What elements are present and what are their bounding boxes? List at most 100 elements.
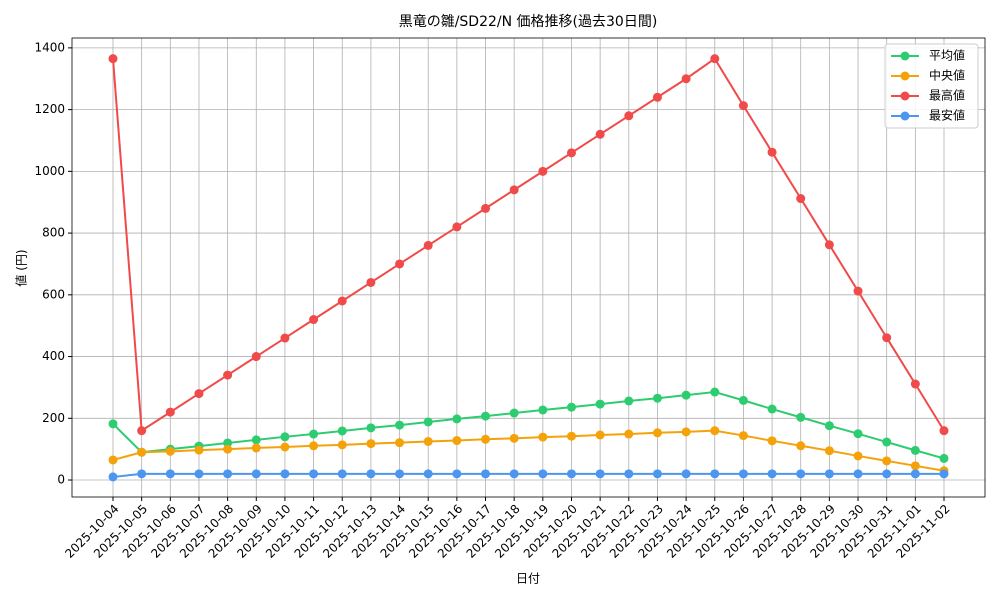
data-point (824, 469, 834, 479)
y-axis-label: 値 (円) (14, 249, 29, 286)
data-point (423, 240, 433, 250)
data-point (853, 451, 863, 461)
data-point (280, 333, 290, 343)
series-line (112, 57, 945, 433)
data-point (652, 393, 662, 403)
data-point (910, 445, 920, 455)
data-point (165, 407, 175, 417)
data-point (108, 455, 118, 465)
legend-marker (900, 91, 910, 101)
series-line (112, 429, 945, 472)
data-point (681, 74, 691, 84)
data-point (538, 469, 548, 479)
data-point (939, 426, 949, 436)
data-point (882, 469, 892, 479)
legend-marker (900, 111, 910, 121)
data-point (366, 469, 376, 479)
data-point (882, 456, 892, 466)
plot-frame (71, 37, 986, 498)
data-point (796, 469, 806, 479)
data-point (710, 469, 720, 479)
legend-marker (900, 71, 910, 81)
data-point (509, 408, 519, 418)
data-point (509, 433, 519, 443)
data-point (280, 432, 290, 442)
data-point (309, 429, 319, 439)
y-tick-label: 1400 (34, 40, 65, 54)
data-point (223, 469, 233, 479)
data-point (652, 469, 662, 479)
data-point (796, 441, 806, 451)
data-point (538, 166, 548, 176)
data-point (223, 438, 233, 448)
data-point (366, 439, 376, 449)
data-point (452, 469, 462, 479)
chart-title: 黒竜の雛/SD22/N 価格推移(過去30日間) (399, 13, 658, 30)
data-point (423, 436, 433, 446)
data-point (366, 423, 376, 433)
series-line (112, 472, 944, 478)
data-point (566, 431, 576, 441)
data-point (423, 417, 433, 427)
data-point (624, 469, 634, 479)
data-point (137, 469, 147, 479)
data-point (595, 399, 605, 409)
data-point (853, 469, 863, 479)
data-point (566, 148, 576, 158)
y-tick-label: 600 (42, 287, 65, 301)
data-point (910, 379, 920, 389)
data-point (767, 404, 777, 414)
data-point (910, 469, 920, 479)
data-point (624, 429, 634, 439)
data-point (710, 426, 720, 436)
data-point (108, 419, 118, 429)
y-tick-label: 200 (42, 411, 65, 425)
y-tick-label: 1200 (34, 102, 65, 116)
data-point (337, 469, 347, 479)
data-point (509, 469, 519, 479)
data-point (309, 315, 319, 325)
data-point (280, 469, 290, 479)
data-point (595, 469, 605, 479)
data-point (481, 203, 491, 213)
data-point (566, 469, 576, 479)
data-point (710, 54, 720, 64)
data-point (939, 453, 949, 463)
data-point (108, 472, 118, 482)
data-point (681, 427, 691, 437)
data-point (624, 396, 634, 406)
data-point (165, 446, 175, 456)
data-point (738, 469, 748, 479)
data-point (767, 469, 777, 479)
data-point (481, 434, 491, 444)
data-point (309, 469, 319, 479)
data-point (738, 395, 748, 405)
data-point (939, 469, 949, 479)
data-point (538, 432, 548, 442)
data-point (223, 370, 233, 380)
data-point (853, 429, 863, 439)
y-tick-label: 800 (42, 226, 65, 240)
data-point (652, 428, 662, 438)
data-point (824, 240, 834, 250)
data-point (796, 194, 806, 204)
data-point (882, 333, 892, 343)
data-point (251, 469, 261, 479)
data-point (767, 436, 777, 446)
y-tick-label: 0 (57, 473, 65, 487)
data-point (624, 111, 634, 121)
data-point (137, 447, 147, 457)
data-point (538, 405, 548, 415)
data-point (194, 445, 204, 455)
series-line (112, 391, 945, 460)
data-point (194, 469, 204, 479)
legend-label: 最高値 (929, 88, 965, 103)
y-tick-label: 400 (42, 349, 65, 363)
legend-label: 最安値 (929, 108, 965, 123)
data-point (910, 461, 920, 471)
data-point (595, 430, 605, 440)
data-point (481, 469, 491, 479)
legend-box (884, 43, 979, 129)
